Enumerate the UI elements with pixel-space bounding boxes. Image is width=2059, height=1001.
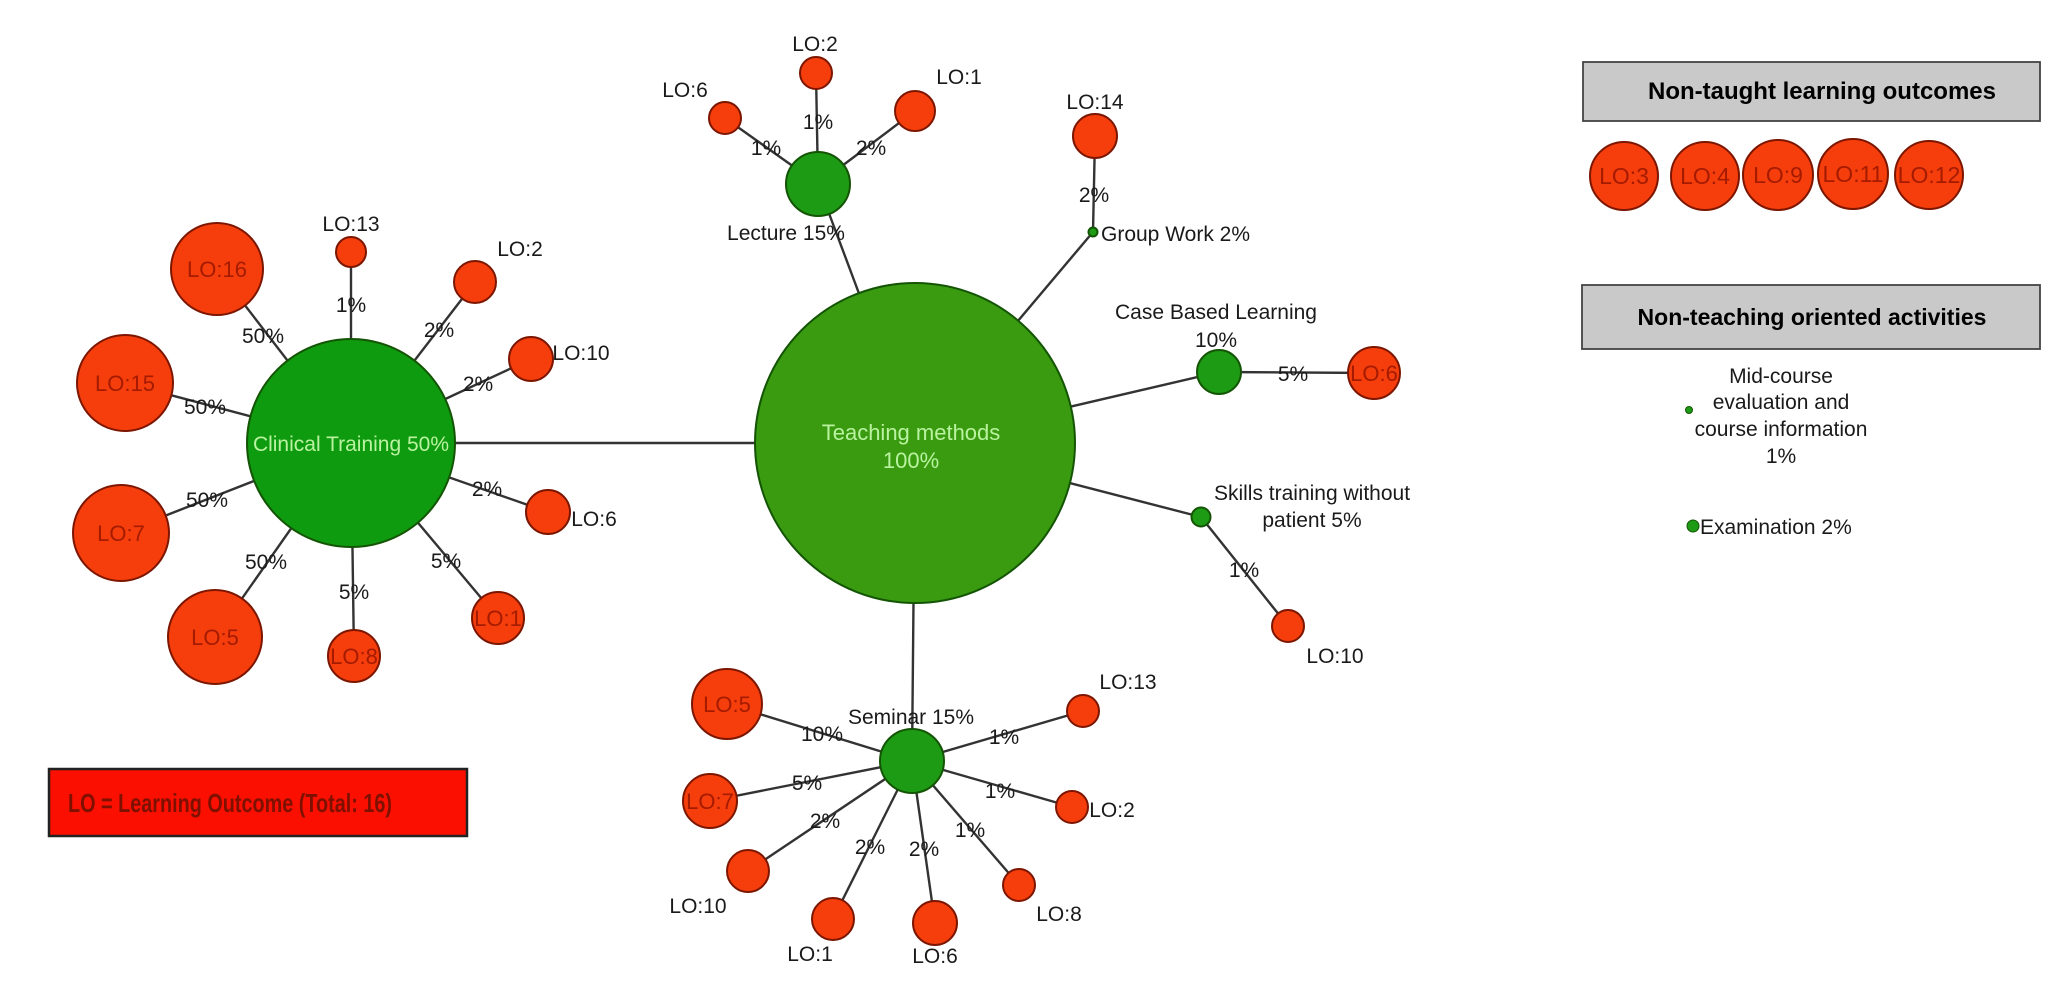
svg-text:50%: 50% [242, 325, 284, 348]
svg-text:Teaching methods: Teaching methods [822, 420, 1001, 445]
svg-text:LO:4: LO:4 [1680, 163, 1730, 189]
svg-text:1%: 1% [803, 111, 833, 134]
svg-text:2%: 2% [472, 478, 502, 501]
svg-text:LO:1: LO:1 [936, 66, 982, 89]
svg-text:LO:9: LO:9 [1753, 162, 1803, 188]
svg-text:100%: 100% [883, 448, 939, 473]
svg-text:LO:8: LO:8 [330, 644, 378, 669]
svg-text:Case Based Learning: Case Based Learning [1115, 301, 1317, 324]
svg-text:Examination 2%: Examination 2% [1700, 516, 1852, 539]
svg-text:5%: 5% [431, 550, 461, 573]
svg-text:course information: course information [1695, 418, 1868, 441]
svg-text:1%: 1% [985, 780, 1015, 803]
svg-text:1%: 1% [1766, 445, 1796, 468]
svg-text:2%: 2% [1079, 184, 1109, 207]
svg-text:5%: 5% [792, 772, 822, 795]
svg-text:LO:2: LO:2 [497, 238, 543, 261]
svg-text:LO:12: LO:12 [1898, 162, 1961, 188]
svg-text:5%: 5% [1278, 363, 1308, 386]
svg-text:LO:13: LO:13 [322, 213, 379, 236]
svg-text:1%: 1% [955, 819, 985, 842]
svg-text:2%: 2% [810, 810, 840, 833]
svg-text:1%: 1% [989, 726, 1019, 749]
svg-text:LO:3: LO:3 [1599, 163, 1649, 189]
svg-text:LO:10: LO:10 [669, 895, 726, 918]
svg-text:LO:7: LO:7 [97, 521, 145, 546]
svg-text:LO:7: LO:7 [686, 789, 734, 814]
svg-text:5%: 5% [339, 581, 369, 604]
svg-text:LO = Learning Outcome (Total:: LO = Learning Outcome (Total: 16) [68, 788, 392, 818]
svg-text:LO:6: LO:6 [1350, 361, 1398, 386]
svg-text:1%: 1% [336, 294, 366, 317]
svg-text:LO:6: LO:6 [912, 945, 958, 968]
svg-text:2%: 2% [424, 319, 454, 342]
svg-text:LO:11: LO:11 [1823, 161, 1884, 187]
svg-text:LO:2: LO:2 [792, 33, 838, 56]
svg-text:LO:10: LO:10 [1306, 645, 1363, 668]
svg-text:10%: 10% [801, 723, 843, 746]
svg-text:10%: 10% [1195, 329, 1237, 352]
svg-text:Non-taught learning outcomes: Non-taught learning outcomes [1648, 78, 1996, 105]
svg-text:Lecture 15%: Lecture 15% [727, 222, 845, 245]
svg-text:Seminar 15%: Seminar 15% [848, 706, 974, 729]
svg-text:50%: 50% [186, 489, 228, 512]
svg-text:LO:6: LO:6 [571, 508, 617, 531]
svg-text:Non-teaching oriented activiti: Non-teaching oriented activities [1638, 304, 1987, 330]
svg-text:LO:13: LO:13 [1099, 671, 1156, 694]
svg-text:2%: 2% [909, 838, 939, 861]
svg-text:LO:5: LO:5 [191, 625, 239, 650]
svg-text:LO:14: LO:14 [1066, 91, 1124, 114]
svg-text:LO:6: LO:6 [662, 79, 708, 102]
svg-text:patient 5%: patient 5% [1262, 509, 1361, 532]
svg-text:LO:1: LO:1 [787, 943, 833, 966]
svg-text:LO:5: LO:5 [703, 692, 751, 717]
svg-text:50%: 50% [245, 551, 287, 574]
svg-text:1%: 1% [1229, 559, 1259, 582]
svg-text:Mid-course: Mid-course [1729, 365, 1833, 388]
svg-text:LO:16: LO:16 [187, 257, 247, 282]
svg-text:LO:2: LO:2 [1089, 799, 1135, 822]
svg-text:Group Work 2%: Group Work 2% [1101, 223, 1250, 246]
svg-text:LO:8: LO:8 [1036, 903, 1082, 926]
svg-text:2%: 2% [856, 137, 886, 160]
svg-text:Clinical Training 50%: Clinical Training 50% [253, 433, 449, 456]
svg-text:LO:10: LO:10 [552, 342, 609, 365]
svg-text:Skills training without: Skills training without [1214, 482, 1410, 505]
svg-text:2%: 2% [855, 836, 885, 859]
svg-text:evaluation and: evaluation and [1713, 391, 1850, 414]
svg-text:50%: 50% [184, 396, 226, 419]
svg-text:1%: 1% [751, 137, 781, 160]
svg-text:LO:1: LO:1 [474, 606, 522, 631]
svg-text:2%: 2% [463, 373, 493, 396]
svg-text:LO:15: LO:15 [95, 371, 155, 396]
